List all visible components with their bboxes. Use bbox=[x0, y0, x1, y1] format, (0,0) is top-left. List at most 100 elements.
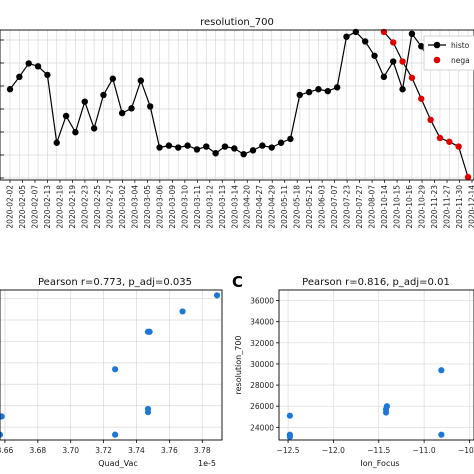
timeline-point-histo bbox=[193, 146, 201, 153]
timeline-point-nega bbox=[436, 134, 444, 142]
timeline-point-histo bbox=[333, 84, 341, 91]
scatter-right-point bbox=[438, 431, 445, 438]
timeline-xtick-label: 2020-03-12 bbox=[205, 185, 214, 229]
scatter-right-point bbox=[383, 403, 391, 410]
timeline-xtick-label: 2020-02-07 bbox=[30, 185, 39, 229]
scatter-ion-focus-panel: C Pearson r=0.816, p_adj=0.01 −12.5 −12.0… bbox=[232, 273, 474, 468]
legend-marker-nega bbox=[433, 56, 441, 64]
timeline-point-histo bbox=[184, 142, 191, 149]
timeline-point-histo bbox=[62, 112, 70, 120]
scatter-left-point bbox=[146, 328, 153, 335]
legend-marker-histo bbox=[433, 41, 441, 49]
scatter-left-point bbox=[112, 366, 119, 373]
timeline-point-histo bbox=[118, 109, 126, 117]
timeline-point-nega bbox=[418, 95, 425, 102]
timeline-xtick-label: 2020-07-27 bbox=[355, 185, 364, 229]
timeline-xtick-label: 2020-04-29 bbox=[268, 185, 277, 229]
timeline-xtick-label: 2020-03-14 bbox=[230, 185, 239, 229]
legend-label-nega: nega bbox=[451, 56, 470, 65]
timeline-xtick-label: 2020-11-23 bbox=[430, 185, 439, 229]
scatter-left-xtick-label: 3.78 bbox=[194, 446, 211, 455]
timeline-xtick-label: 2020-03-02 bbox=[118, 185, 127, 229]
scatter-right-ytick-label: 28000 bbox=[250, 381, 274, 390]
scatter-right-point bbox=[286, 412, 293, 419]
timeline-point-histo bbox=[268, 144, 275, 151]
timeline-point-histo bbox=[212, 150, 219, 157]
timeline-frame bbox=[0, 29, 474, 181]
timeline-point-histo bbox=[221, 143, 229, 150]
timeline-xtick-label: 2020-02-05 bbox=[18, 185, 27, 229]
timeline-point-histo bbox=[418, 43, 425, 50]
timeline-point-histo bbox=[361, 38, 369, 45]
timeline-line-histo bbox=[9, 31, 432, 155]
timeline-point-nega bbox=[390, 39, 397, 46]
timeline-point-histo bbox=[203, 143, 210, 150]
scatter-left-xtick-label: 3.68 bbox=[29, 446, 46, 455]
scatter-left-xtick-label: 3.74 bbox=[128, 446, 145, 455]
legend-box bbox=[423, 35, 474, 71]
timeline-point-histo bbox=[175, 144, 182, 151]
panel-label-c: C bbox=[232, 273, 243, 291]
scatter-right-point bbox=[286, 433, 293, 440]
scatter-right-xtick-label: −11.5 bbox=[367, 446, 390, 455]
timeline-point-histo bbox=[259, 142, 266, 149]
timeline-xtick-label: 2020-02-27 bbox=[105, 185, 114, 229]
timeline-point-histo bbox=[240, 151, 247, 158]
timeline-xtick-label: 2020-02-23 bbox=[80, 185, 89, 229]
timeline-xtick-label: 2020-06-03 bbox=[318, 185, 327, 229]
timeline-point-histo bbox=[100, 91, 107, 99]
timeline-xtick-label: 2020-05-18 bbox=[293, 185, 302, 229]
timeline-xtick-label: 2020-10-16 bbox=[405, 185, 414, 229]
legend: histo nega bbox=[423, 35, 474, 71]
timeline-point-histo bbox=[156, 144, 163, 151]
timeline-point-histo bbox=[399, 86, 406, 93]
scatter-quad-vac-panel: Pearson r=0.773, p_adj=0.035 3.66 3.68 3.7… bbox=[0, 277, 223, 468]
timeline-point-histo bbox=[371, 52, 378, 59]
timeline-point-histo bbox=[249, 147, 257, 154]
scatter-right-ytick-label: 24000 bbox=[250, 423, 274, 432]
timeline-point-nega bbox=[455, 143, 462, 150]
scatter-right-ytick-label: 36000 bbox=[250, 297, 274, 306]
scatter-right-xlabel: Ion_Focus bbox=[360, 459, 399, 468]
timeline-xtick-label: 2020-10-14 bbox=[380, 185, 389, 229]
timeline-xtick-label: 2020-10-29 bbox=[418, 185, 427, 229]
timeline-point-histo bbox=[390, 58, 397, 65]
scatter-left-xtick-label: 3.70 bbox=[62, 446, 79, 455]
scatter-left-frame bbox=[0, 289, 223, 441]
timeline-point-histo bbox=[128, 105, 135, 112]
scatter-left-title: Pearson r=0.773, p_adj=0.035 bbox=[38, 277, 192, 288]
scatter-right-xtick-label: −12.0 bbox=[322, 446, 345, 455]
timeline-line-nega bbox=[383, 31, 469, 178]
timeline-point-histo bbox=[147, 103, 154, 110]
timeline-xtick-label: 2020-11-27 bbox=[443, 185, 452, 229]
timeline-xtick-label: 2020-03-06 bbox=[155, 185, 164, 229]
scatter-right-ytick-label: 32000 bbox=[250, 339, 274, 348]
scatter-right-xtick-label: −11.0 bbox=[413, 446, 436, 455]
timeline-panel: resolution_700 2020-02-02 2020-02-05 2020-… bbox=[0, 17, 474, 229]
timeline-point-histo bbox=[231, 145, 238, 152]
timeline-point-histo bbox=[287, 135, 294, 143]
scatter-right-point bbox=[438, 367, 445, 374]
timeline-xtick-label: 2020-07-23 bbox=[343, 185, 352, 229]
scatter-left-xtick-label: 3.76 bbox=[161, 446, 178, 455]
timeline-point-histo bbox=[324, 87, 331, 95]
timeline-point-histo bbox=[165, 142, 173, 149]
timeline-point-nega bbox=[446, 138, 453, 145]
timeline-point-histo bbox=[34, 63, 42, 70]
timeline-xtick-label: 2020-08-07 bbox=[368, 185, 377, 229]
timeline-point-histo bbox=[25, 60, 32, 67]
timeline-point-histo bbox=[408, 30, 416, 38]
timeline-point-histo bbox=[277, 139, 285, 146]
timeline-xtick-label: 2020-02-25 bbox=[93, 185, 102, 229]
timeline-point-histo bbox=[109, 75, 117, 82]
timeline-xtick-label: 2020-03-13 bbox=[218, 185, 227, 229]
timeline-xtick-label: 2020-03-04 bbox=[130, 185, 139, 229]
timeline-xtick-label: 2020-03-05 bbox=[143, 185, 152, 229]
timeline-point-histo bbox=[44, 71, 51, 79]
scatter-left-xlabel: Quad_Vac bbox=[98, 459, 138, 468]
timeline-point-histo bbox=[72, 129, 79, 136]
timeline-xtick-label: 2020-03-10 bbox=[180, 185, 189, 229]
scatter-right-xtick-label: −10.5 bbox=[458, 446, 474, 455]
scatter-right-ylabel: resolution_700 bbox=[234, 336, 243, 395]
